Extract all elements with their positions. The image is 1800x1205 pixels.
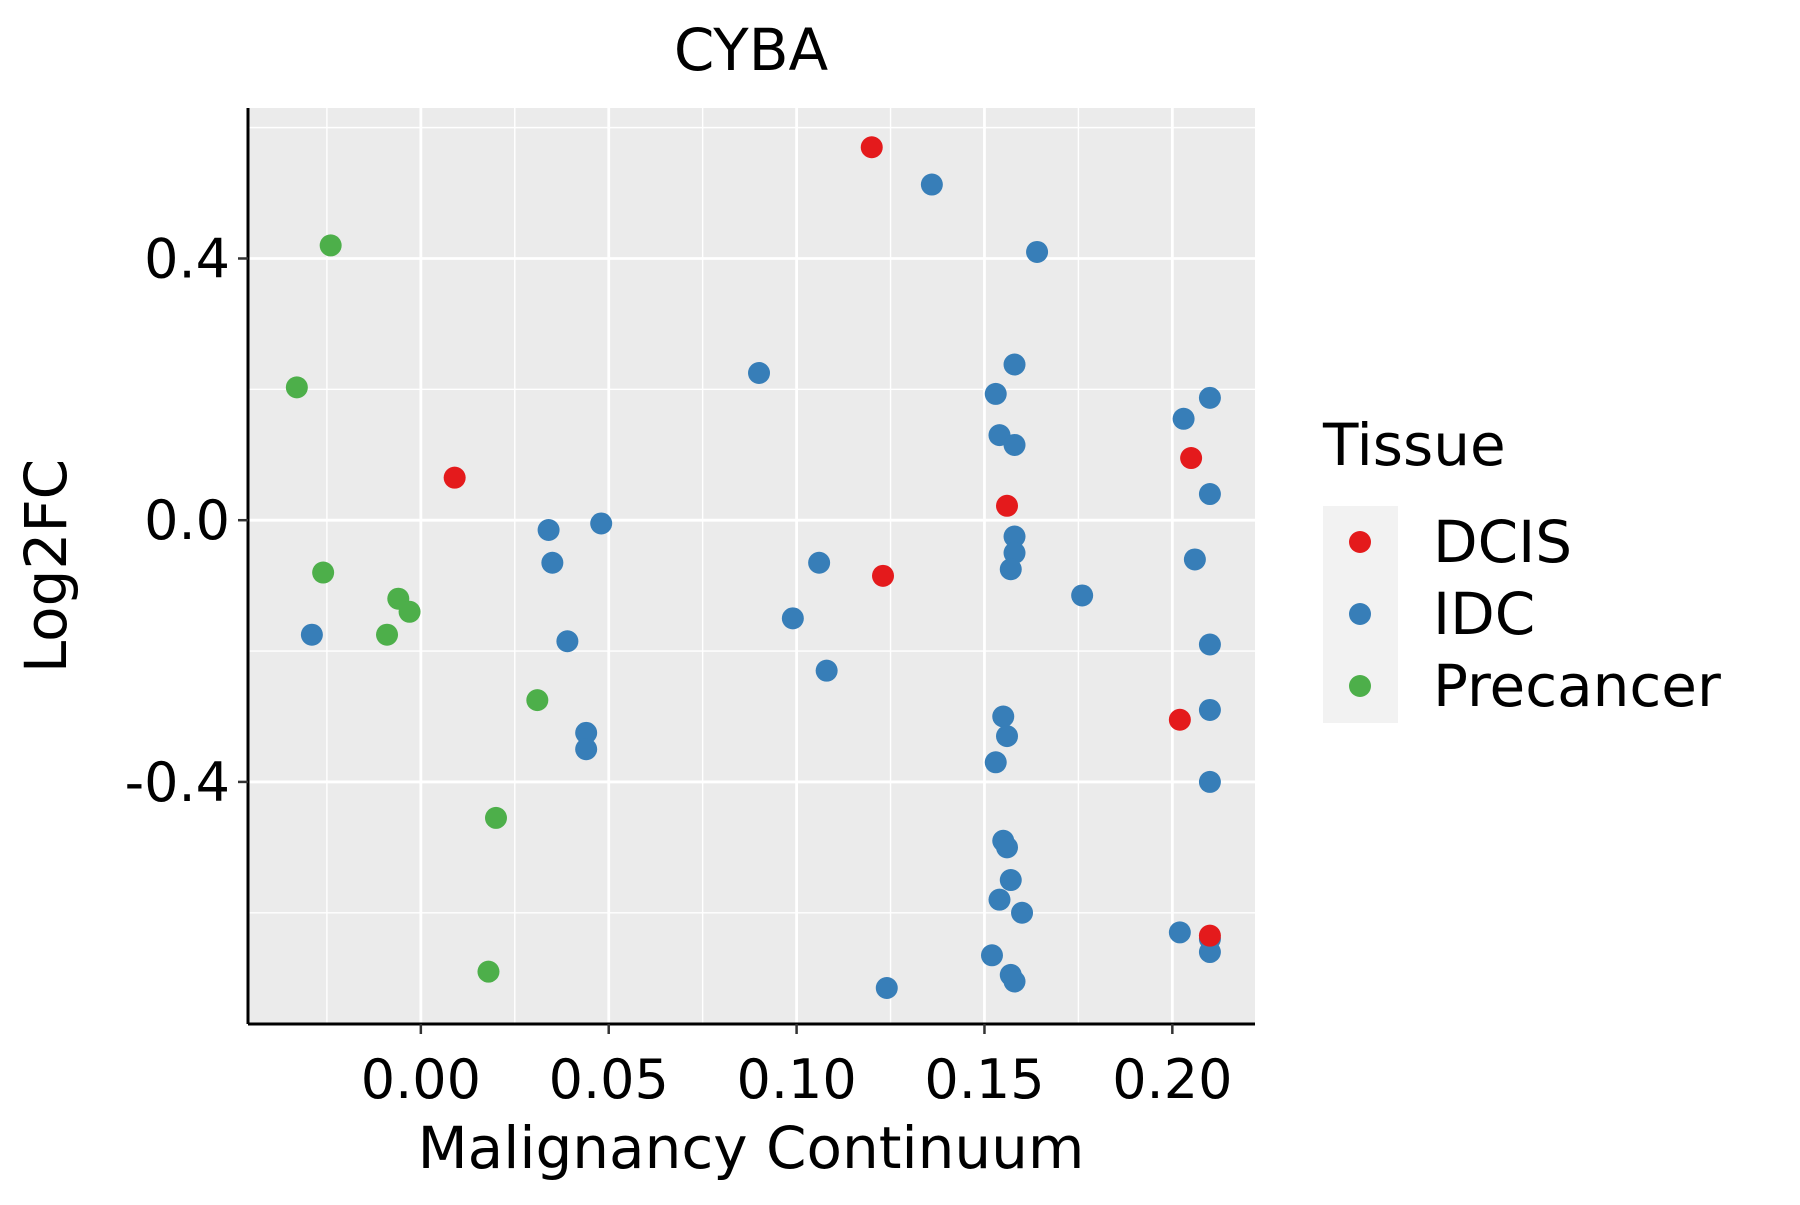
data-point-idc (875, 977, 898, 1000)
data-point-idc (1198, 483, 1221, 506)
data-point-idc (1026, 240, 1049, 263)
x-tick-label: 0.05 (549, 1048, 669, 1111)
data-point-idc (1198, 770, 1221, 793)
y-tick-label: -0.4 (125, 751, 230, 814)
data-point-idc (808, 551, 831, 574)
legend-key-dcis (1349, 531, 1371, 553)
data-point-idc (815, 659, 838, 682)
data-point-idc (300, 623, 323, 646)
data-point-dcis (1180, 447, 1203, 470)
legend-label-idc: IDC (1433, 580, 1535, 648)
data-point-idc (1003, 433, 1026, 456)
chart-title: CYBA (674, 16, 829, 84)
major-gridlines (248, 108, 1255, 1024)
series-idc (300, 173, 1221, 1000)
data-point-precancer (526, 689, 549, 712)
data-point-idc (1003, 970, 1026, 993)
data-point-idc (748, 361, 771, 384)
data-point-idc (1198, 698, 1221, 721)
data-point-idc (980, 944, 1003, 967)
data-point-dcis (872, 564, 895, 587)
data-point-dcis (860, 136, 883, 159)
x-tick-label: 0.20 (1112, 1048, 1232, 1111)
data-point-idc (541, 551, 564, 574)
data-point-idc (1168, 921, 1191, 944)
data-point-precancer (285, 376, 308, 399)
panel-background (248, 108, 1255, 1024)
data-point-idc (1198, 633, 1221, 656)
series-precancer (285, 234, 549, 983)
data-point-idc (575, 738, 598, 761)
data-point-idc (984, 751, 1007, 774)
data-point-idc (1172, 407, 1195, 430)
x-axis-ticks: 0.00 0.05 0.10 0.15 0.20 (361, 1024, 1232, 1111)
data-point-precancer (477, 960, 500, 983)
legend-label-precancer: Precancer (1433, 652, 1721, 720)
data-points (285, 136, 1221, 1000)
legend-title: Tissue (1322, 411, 1506, 479)
data-point-precancer (312, 561, 335, 584)
data-point-idc (1003, 525, 1026, 548)
y-axis-ticks: -0.4 0.0 0.4 (125, 227, 248, 814)
data-point-idc (1011, 901, 1034, 924)
x-axis-title: Malignancy Continuum (418, 1114, 1085, 1182)
data-point-dcis (1198, 924, 1221, 947)
data-point-idc (556, 630, 579, 653)
data-point-idc (992, 705, 1015, 728)
data-point-precancer (376, 623, 399, 646)
data-point-dcis (1168, 708, 1191, 731)
data-point-idc (590, 512, 613, 535)
data-point-idc (1071, 584, 1094, 607)
x-tick-label: 0.10 (736, 1048, 856, 1111)
data-point-dcis (996, 494, 1019, 517)
data-point-idc (996, 836, 1019, 859)
data-point-idc (1183, 548, 1206, 571)
data-point-idc (988, 888, 1011, 911)
data-point-idc (575, 721, 598, 744)
data-point-dcis (443, 466, 466, 489)
y-tick-label: 0.0 (144, 489, 230, 552)
y-tick-label: 0.4 (144, 227, 230, 290)
x-tick-label: 0.15 (924, 1048, 1044, 1111)
data-point-idc (920, 173, 943, 196)
y-axis-title: Log2FC (12, 459, 80, 673)
data-point-idc (999, 558, 1022, 581)
data-point-precancer (484, 806, 507, 829)
data-point-idc (996, 725, 1019, 748)
data-point-precancer (319, 234, 342, 257)
x-tick-label: 0.00 (361, 1048, 481, 1111)
data-point-idc (999, 869, 1022, 892)
legend-key-precancer (1349, 675, 1371, 697)
legend-label-dcis: DCIS (1433, 508, 1572, 576)
minor-gridlines (248, 108, 1255, 1024)
data-point-idc (1003, 353, 1026, 376)
data-point-idc (781, 607, 804, 630)
series-dcis (443, 136, 1221, 947)
data-point-idc (984, 382, 1007, 405)
data-point-idc (1198, 386, 1221, 409)
data-point-precancer (398, 600, 421, 623)
data-point-idc (537, 519, 560, 542)
legend-key-idc (1349, 603, 1371, 625)
